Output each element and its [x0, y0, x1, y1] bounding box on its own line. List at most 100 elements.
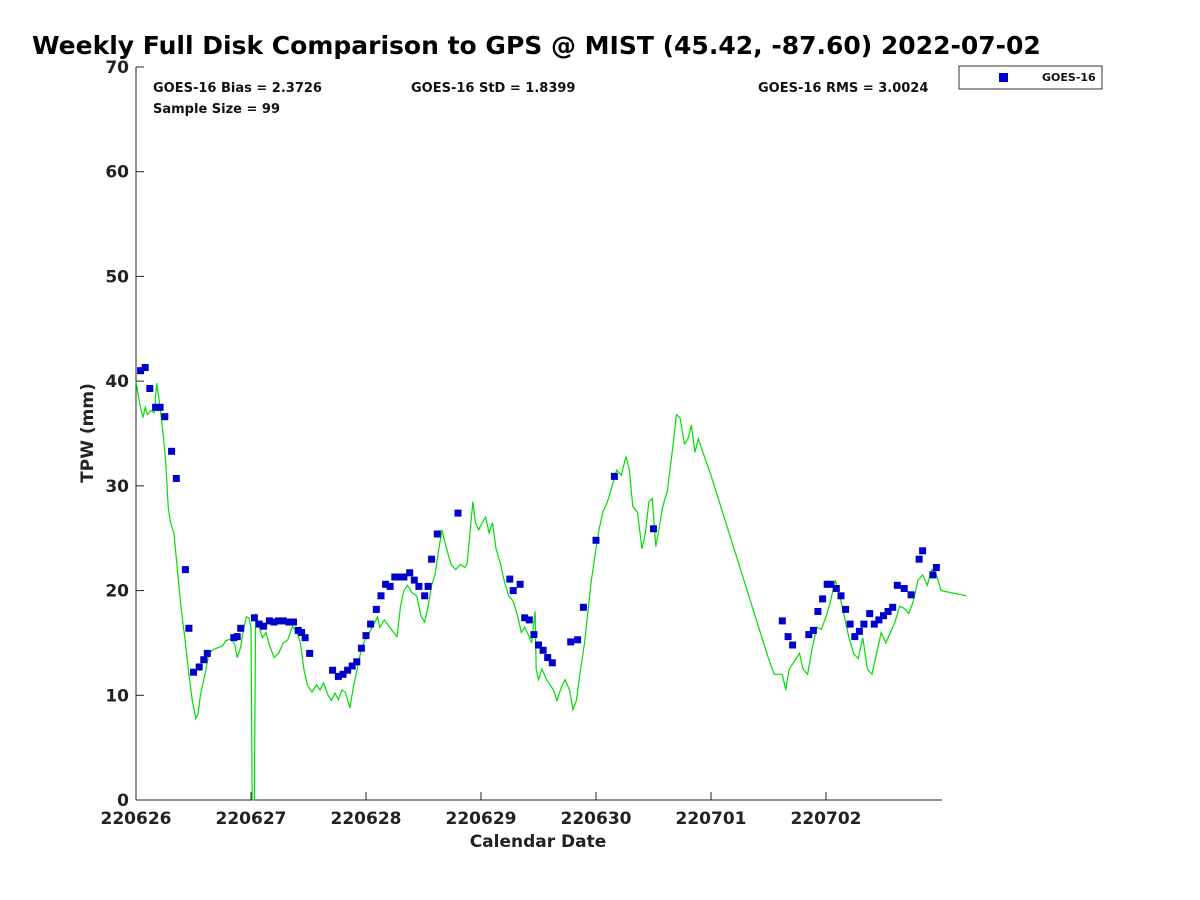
goes16-point [415, 582, 423, 590]
y-tick-label: 10 [105, 686, 129, 706]
goes16-point [382, 580, 390, 588]
goes16-point [306, 649, 314, 657]
goes16-point [516, 580, 524, 588]
goes16-point [610, 472, 618, 480]
stat-sample-size: Sample Size = 99 [153, 102, 280, 117]
goes16-point [377, 592, 385, 600]
goes16-point [285, 618, 293, 626]
goes16-point [279, 617, 287, 625]
goes16-point [889, 603, 897, 611]
goes16-point [827, 580, 835, 588]
goes16-point [181, 566, 189, 574]
y-tick-label: 60 [105, 163, 129, 183]
goes16-point [424, 582, 432, 590]
goes16-point [929, 571, 937, 579]
goes16-point [433, 530, 441, 538]
goes16-point [789, 641, 797, 649]
goes16-point [592, 536, 600, 544]
goes16-point [367, 620, 375, 628]
goes16-point [919, 547, 927, 555]
goes16-point [290, 618, 297, 626]
goes16-point [255, 620, 263, 628]
goes16-point [156, 403, 164, 411]
y-tick-label: 0 [117, 791, 129, 811]
goes16-point [842, 605, 850, 613]
goes16-point [362, 632, 370, 640]
chart-title: Weekly Full Disk Comparison to GPS @ MIS… [32, 31, 1041, 60]
goes16-point [837, 592, 845, 600]
y-tick-label: 40 [105, 372, 129, 392]
goes16-point [884, 608, 892, 615]
x-tick-label: 220626 [101, 809, 172, 829]
y-tick-group: 0 10 20 30 40 50 60 70 [105, 58, 144, 811]
goes16-point [567, 638, 575, 646]
goes16-point [152, 403, 160, 411]
x-tick-label: 220627 [216, 809, 287, 829]
goes16-point [574, 636, 582, 644]
gps-line [135, 381, 967, 801]
goes16-point [146, 385, 154, 392]
goes16-point [650, 525, 657, 533]
legend-label-goes16: GOES-16 [1042, 71, 1096, 84]
goes16-point [875, 616, 883, 624]
goes16-point [329, 666, 337, 674]
goes16-point [185, 624, 193, 632]
goes16-point [778, 617, 786, 625]
goes16-point [846, 620, 854, 628]
goes16-point [410, 576, 418, 584]
y-tick-label: 50 [105, 267, 129, 287]
goes16-point [506, 575, 514, 583]
goes16-point [353, 658, 361, 666]
goes16-point [270, 618, 278, 626]
goes16-point [539, 646, 547, 654]
goes16-point [548, 659, 556, 667]
goes16-point [357, 644, 365, 652]
goes16-point [579, 603, 587, 611]
goes16-point [395, 573, 403, 581]
stat-std: GOES-16 StD = 1.8399 [411, 81, 575, 96]
goes16-point [203, 649, 211, 657]
goes16-point [860, 620, 868, 628]
goes16-point [819, 595, 827, 603]
goes16-point [372, 605, 380, 613]
goes16-point [509, 587, 517, 595]
legend-box [958, 65, 1103, 90]
y-tick-label: 30 [105, 477, 129, 497]
x-axis-label: Calendar Date [470, 832, 607, 852]
goes16-point [428, 555, 436, 563]
stat-rms: GOES-16 RMS = 3.0024 [758, 81, 928, 96]
goes16-point [348, 662, 356, 670]
legend: GOES-16 [958, 65, 1103, 90]
goes16-point [454, 509, 462, 517]
goes16-point [344, 666, 352, 674]
x-tick-label: 220628 [331, 809, 402, 829]
goes16-point [260, 622, 268, 630]
goes16-point [535, 641, 542, 649]
goes16-point [932, 564, 940, 571]
goes16-point [784, 633, 792, 641]
goes16-point [866, 610, 874, 618]
x-tick-label: 220702 [791, 809, 862, 829]
goes16-point [900, 585, 908, 592]
goes16-point [421, 592, 429, 600]
x-tick-label: 220701 [676, 809, 747, 829]
goes16-point [195, 663, 203, 671]
y-axis-label: TPW (mm) [78, 383, 98, 483]
goes16-point [391, 573, 399, 581]
goes16-point [915, 555, 923, 563]
plot-area [135, 67, 942, 801]
y-tick-label: 70 [105, 58, 129, 78]
goes16-point [168, 447, 176, 455]
goes16-point [237, 624, 245, 632]
goes16-point [200, 656, 208, 664]
goes16-point [190, 668, 197, 676]
goes16-point [521, 614, 529, 622]
goes16-point [275, 617, 283, 625]
goes16-point [406, 569, 414, 577]
stat-bias: GOES-16 Bias = 2.3726 [153, 81, 322, 96]
legend-marker-goes16 [999, 73, 1008, 82]
goes16-point [530, 631, 538, 639]
goes16-point [855, 627, 863, 635]
goes16-point [141, 364, 149, 371]
